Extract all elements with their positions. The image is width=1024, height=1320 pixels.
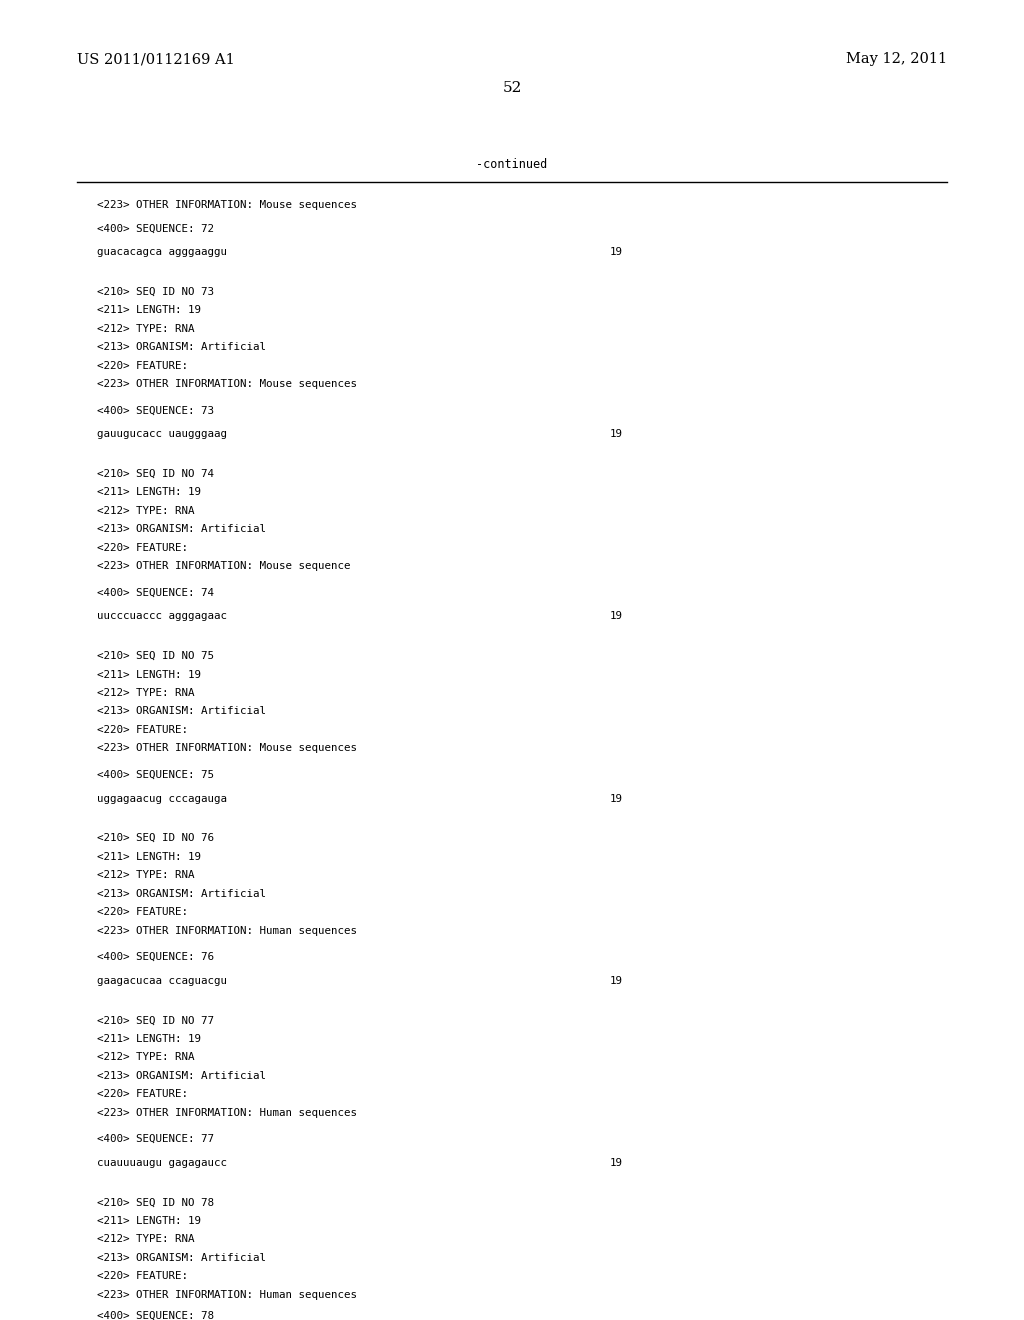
Text: 19: 19 [609, 1158, 623, 1168]
Text: <223> OTHER INFORMATION: Mouse sequence: <223> OTHER INFORMATION: Mouse sequence [97, 561, 351, 572]
Text: 19: 19 [609, 793, 623, 804]
Text: <210> SEQ ID NO 75: <210> SEQ ID NO 75 [97, 651, 214, 661]
Text: 52: 52 [503, 82, 521, 95]
Text: <212> TYPE: RNA: <212> TYPE: RNA [97, 688, 195, 698]
Text: <400> SEQUENCE: 74: <400> SEQUENCE: 74 [97, 587, 214, 598]
Text: -continued: -continued [476, 158, 548, 172]
Text: <213> ORGANISM: Artificial: <213> ORGANISM: Artificial [97, 1071, 266, 1081]
Text: <211> LENGTH: 19: <211> LENGTH: 19 [97, 1034, 202, 1044]
Text: <220> FEATURE:: <220> FEATURE: [97, 1271, 188, 1282]
Text: guacacagca agggaaggu: guacacagca agggaaggu [97, 247, 227, 257]
Text: <212> TYPE: RNA: <212> TYPE: RNA [97, 1052, 195, 1063]
Text: <211> LENGTH: 19: <211> LENGTH: 19 [97, 669, 202, 680]
Text: <400> SEQUENCE: 72: <400> SEQUENCE: 72 [97, 223, 214, 234]
Text: <220> FEATURE:: <220> FEATURE: [97, 725, 188, 735]
Text: gaagacucaa ccaguacgu: gaagacucaa ccaguacgu [97, 975, 227, 986]
Text: <211> LENGTH: 19: <211> LENGTH: 19 [97, 487, 202, 498]
Text: <223> OTHER INFORMATION: Human sequences: <223> OTHER INFORMATION: Human sequences [97, 1107, 357, 1118]
Text: 19: 19 [609, 247, 623, 257]
Text: May 12, 2011: May 12, 2011 [846, 53, 947, 66]
Text: <220> FEATURE:: <220> FEATURE: [97, 907, 188, 917]
Text: <211> LENGTH: 19: <211> LENGTH: 19 [97, 1216, 202, 1226]
Text: <212> TYPE: RNA: <212> TYPE: RNA [97, 323, 195, 334]
Text: <400> SEQUENCE: 73: <400> SEQUENCE: 73 [97, 405, 214, 416]
Text: <210> SEQ ID NO 74: <210> SEQ ID NO 74 [97, 469, 214, 479]
Text: <212> TYPE: RNA: <212> TYPE: RNA [97, 506, 195, 516]
Text: <400> SEQUENCE: 78: <400> SEQUENCE: 78 [97, 1311, 214, 1320]
Text: <220> FEATURE:: <220> FEATURE: [97, 1089, 188, 1100]
Text: uucccuaccc agggagaac: uucccuaccc agggagaac [97, 611, 227, 622]
Text: gauugucacc uaugggaag: gauugucacc uaugggaag [97, 429, 227, 440]
Text: <223> OTHER INFORMATION: Mouse sequences: <223> OTHER INFORMATION: Mouse sequences [97, 379, 357, 389]
Text: <213> ORGANISM: Artificial: <213> ORGANISM: Artificial [97, 342, 266, 352]
Text: <223> OTHER INFORMATION: Human sequences: <223> OTHER INFORMATION: Human sequences [97, 925, 357, 936]
Text: <220> FEATURE:: <220> FEATURE: [97, 543, 188, 553]
Text: <210> SEQ ID NO 78: <210> SEQ ID NO 78 [97, 1197, 214, 1208]
Text: <211> LENGTH: 19: <211> LENGTH: 19 [97, 305, 202, 315]
Text: <210> SEQ ID NO 77: <210> SEQ ID NO 77 [97, 1015, 214, 1026]
Text: <223> OTHER INFORMATION: Mouse sequences: <223> OTHER INFORMATION: Mouse sequences [97, 199, 357, 210]
Text: <210> SEQ ID NO 76: <210> SEQ ID NO 76 [97, 833, 214, 843]
Text: <400> SEQUENCE: 76: <400> SEQUENCE: 76 [97, 952, 214, 962]
Text: <213> ORGANISM: Artificial: <213> ORGANISM: Artificial [97, 706, 266, 717]
Text: <223> OTHER INFORMATION: Human sequences: <223> OTHER INFORMATION: Human sequences [97, 1290, 357, 1300]
Text: <211> LENGTH: 19: <211> LENGTH: 19 [97, 851, 202, 862]
Text: <400> SEQUENCE: 77: <400> SEQUENCE: 77 [97, 1134, 214, 1144]
Text: <212> TYPE: RNA: <212> TYPE: RNA [97, 870, 195, 880]
Text: <213> ORGANISM: Artificial: <213> ORGANISM: Artificial [97, 888, 266, 899]
Text: <220> FEATURE:: <220> FEATURE: [97, 360, 188, 371]
Text: 19: 19 [609, 611, 623, 622]
Text: <210> SEQ ID NO 73: <210> SEQ ID NO 73 [97, 286, 214, 297]
Text: <213> ORGANISM: Artificial: <213> ORGANISM: Artificial [97, 524, 266, 535]
Text: <400> SEQUENCE: 75: <400> SEQUENCE: 75 [97, 770, 214, 780]
Text: 19: 19 [609, 975, 623, 986]
Text: US 2011/0112169 A1: US 2011/0112169 A1 [77, 53, 234, 66]
Text: cuauuuaugu gagagaucc: cuauuuaugu gagagaucc [97, 1158, 227, 1168]
Text: <223> OTHER INFORMATION: Mouse sequences: <223> OTHER INFORMATION: Mouse sequences [97, 743, 357, 754]
Text: uggagaacug cccagauga: uggagaacug cccagauga [97, 793, 227, 804]
Text: <213> ORGANISM: Artificial: <213> ORGANISM: Artificial [97, 1253, 266, 1263]
Text: 19: 19 [609, 429, 623, 440]
Text: <212> TYPE: RNA: <212> TYPE: RNA [97, 1234, 195, 1245]
